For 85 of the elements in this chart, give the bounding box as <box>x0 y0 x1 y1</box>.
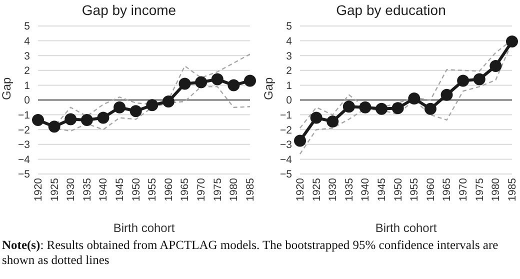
x-tick-label: 1935 <box>81 178 94 202</box>
point <box>408 92 420 105</box>
y-tick-label: 4 <box>286 36 292 48</box>
x-tick-label: 1955 <box>408 178 421 202</box>
x-tick-label: 1925 <box>48 178 61 202</box>
y-tick-label: −3 <box>18 139 30 152</box>
y-tick-label: −2 <box>18 124 30 136</box>
y-axis-title: Gap <box>0 76 14 100</box>
x-tick-label: 1925 <box>310 178 323 202</box>
point <box>392 102 404 114</box>
x-tick-label: 1950 <box>392 178 404 202</box>
y-tick-label: −2 <box>280 124 292 136</box>
y-tick-label: 3 <box>24 50 30 62</box>
point <box>490 60 502 72</box>
y-tick-label: 2 <box>286 65 292 78</box>
point <box>457 74 470 87</box>
chart-title: Gap by income <box>80 2 178 20</box>
point <box>130 105 142 118</box>
point <box>473 73 486 86</box>
x-tick-label: 1980 <box>228 178 240 202</box>
y-tick-label: −3 <box>280 139 292 152</box>
chart-title: Gap by education <box>335 2 447 20</box>
x-tick-label: 1965 <box>441 178 454 202</box>
x-tick-label: 1960 <box>424 178 437 202</box>
x-tick-label: 1970 <box>196 178 208 202</box>
y-tick-label: 1 <box>24 80 30 92</box>
point <box>162 95 174 108</box>
x-tick-label: 1965 <box>179 178 192 202</box>
y-tick-label: 4 <box>24 36 30 48</box>
x-tick-label: 1945 <box>376 178 388 202</box>
y-tick-label: −1 <box>280 110 292 122</box>
y-tick-label: 2 <box>24 65 30 78</box>
point <box>64 113 77 126</box>
x-tick-label: 1940 <box>98 178 110 202</box>
y-tick-label: 0 <box>24 94 30 107</box>
x-tick-label: 1955 <box>146 178 159 202</box>
point <box>195 76 208 88</box>
point <box>342 100 355 113</box>
x-tick-label: 1945 <box>114 178 126 202</box>
y-tick-label: −4 <box>18 154 30 166</box>
point <box>178 78 191 90</box>
point <box>146 99 158 112</box>
x-tick-label: 1930 <box>327 178 340 202</box>
y-tick-label: 3 <box>286 50 292 62</box>
y-tick-label: 1 <box>286 80 292 92</box>
y-tick-label: −5 <box>280 168 292 181</box>
point <box>359 101 372 114</box>
x-tick-label: 1985 <box>244 178 256 202</box>
point <box>114 101 126 114</box>
point <box>376 102 388 115</box>
point <box>211 73 224 86</box>
x-tick-label: 1930 <box>65 178 78 202</box>
x-tick-label: 1950 <box>130 178 142 202</box>
x-tick-label: 1960 <box>162 178 175 202</box>
x-tick-label: 1970 <box>458 178 470 202</box>
y-tick-label: −4 <box>280 154 292 166</box>
point <box>424 102 436 115</box>
point <box>326 115 339 128</box>
x-tick-label: 1985 <box>506 178 518 202</box>
x-tick-label: 1920 <box>32 178 44 202</box>
point <box>440 88 453 101</box>
point <box>506 36 518 48</box>
y-tick-label: −5 <box>18 168 30 181</box>
x-tick-label: 1980 <box>490 178 502 202</box>
text: Note(s): Results obtained from APCTLAG models. The bootstrapped 95% confidence intervals are shown as dotted lines <box>2 238 498 267</box>
y-tick-label: 0 <box>286 94 292 107</box>
x-axis-title: Birth cohort <box>375 221 438 235</box>
point <box>294 134 306 147</box>
x-axis-title: Birth cohort <box>113 221 176 235</box>
point <box>48 120 60 133</box>
y-axis-title: Gap <box>261 76 276 100</box>
x-tick-label: 1920 <box>294 178 306 202</box>
x-tick-label: 1935 <box>343 178 356 202</box>
point <box>32 114 44 126</box>
point <box>310 112 322 124</box>
point <box>80 114 93 126</box>
x-tick-label: 1975 <box>212 178 224 202</box>
point <box>97 112 110 124</box>
y-tick-label: −1 <box>18 110 30 122</box>
point <box>228 79 240 92</box>
x-tick-label: 1940 <box>360 178 372 202</box>
x-tick-label: 1975 <box>474 178 486 202</box>
y-tick-label: 5 <box>24 20 30 33</box>
point <box>244 74 256 87</box>
y-tick-label: 5 <box>286 20 292 33</box>
